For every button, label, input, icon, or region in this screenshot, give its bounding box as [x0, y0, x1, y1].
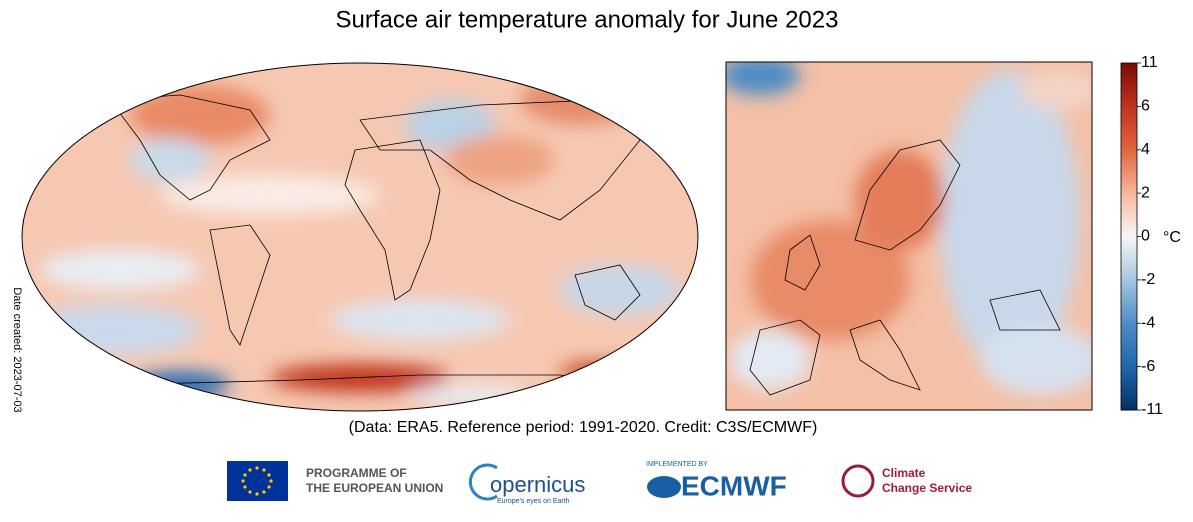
colorbar-segment	[1121, 106, 1137, 151]
colorbar-segment	[1121, 366, 1137, 411]
europe-map	[726, 62, 1092, 410]
colorbar-segment	[1121, 193, 1137, 237]
colorbar-border	[1120, 62, 1138, 411]
title: Surface air temperature anomaly for June…	[336, 6, 839, 33]
eu-stars	[241, 466, 273, 496]
colorbar-tick-label: 4	[1141, 141, 1150, 158]
colorbar-segment	[1121, 149, 1137, 194]
colorbar-segment	[1121, 63, 1137, 107]
copernicus-c	[468, 463, 498, 501]
ecmwf-implemented: IMPLEMENTED BY	[646, 461, 708, 468]
eu-text: THE EUROPEAN UNION	[306, 481, 443, 495]
c3s-text: Climate	[882, 466, 926, 480]
logos: PROGRAMME OF THE EUROPEAN UNION opernicu…	[227, 461, 972, 505]
colorbar-unit: °C	[1163, 229, 1181, 246]
colorbar-segment	[1121, 323, 1137, 368]
colorbar-tick-label: -4	[1141, 314, 1155, 331]
colorbar-tick-label: 0	[1141, 228, 1150, 245]
copernicus-tagline: Europe's eyes on Earth	[497, 498, 570, 505]
c3s-text: Change Service	[882, 481, 972, 495]
colorbar-tick-label: 11	[1141, 54, 1158, 71]
colorbar-tick-label: 6	[1141, 98, 1150, 115]
colorbar-segment	[1121, 236, 1137, 281]
colorbar: -11 -6 -4 -2 0 2 4 6 11	[1121, 54, 1163, 418]
colorbar-segment	[1121, 279, 1137, 324]
caption: (Data: ERA5. Reference period: 1991-2020…	[349, 419, 818, 436]
copernicus-name: opernicus	[490, 472, 585, 497]
map-border	[21, 62, 699, 412]
date-created: Date created: 2023-07-03	[11, 287, 23, 412]
colorbar-tick-label: -11	[1141, 401, 1163, 418]
colorbar-tick-label: 2	[1141, 184, 1150, 201]
eu-text: PROGRAMME OF	[306, 466, 407, 480]
ecmwf-name: ECMWF	[681, 470, 787, 501]
map-border	[725, 61, 1093, 411]
colorbar-tick-label: -6	[1141, 358, 1155, 375]
colorbar-tick-label: -2	[1141, 271, 1155, 288]
ecmwf-mark	[647, 476, 681, 498]
c3s-mark	[841, 464, 875, 498]
